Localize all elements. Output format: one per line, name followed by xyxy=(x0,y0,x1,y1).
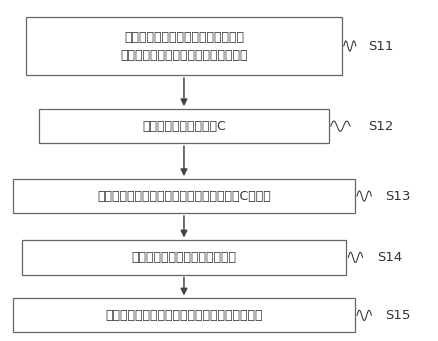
Bar xyxy=(22,240,346,275)
Text: 进行加权平均计算，获得一个综合控制能效数据: 进行加权平均计算，获得一个综合控制能效数据 xyxy=(105,309,263,322)
Bar xyxy=(13,298,355,332)
Text: 计算每个控制设备的能耗数据占总能耗数据C的比例: 计算每个控制设备的能耗数据占总能耗数据C的比例 xyxy=(97,190,271,203)
Text: S11: S11 xyxy=(368,40,393,53)
Text: S15: S15 xyxy=(385,309,411,322)
Bar xyxy=(26,17,342,75)
Text: 计算系统的总能耗数据C: 计算系统的总能耗数据C xyxy=(142,120,226,133)
Bar xyxy=(13,179,355,213)
Bar xyxy=(39,109,329,143)
Text: 采集系统的所有设备的能耗数据以及
系统的所有控制设备的控制参数的数据: 采集系统的所有设备的能耗数据以及 系统的所有控制设备的控制参数的数据 xyxy=(120,31,248,61)
Text: 计算每个控制设备的能耗指标值: 计算每个控制设备的能耗指标值 xyxy=(131,251,237,264)
Text: S12: S12 xyxy=(368,120,393,133)
Text: S13: S13 xyxy=(385,190,411,203)
Text: S14: S14 xyxy=(377,251,402,264)
